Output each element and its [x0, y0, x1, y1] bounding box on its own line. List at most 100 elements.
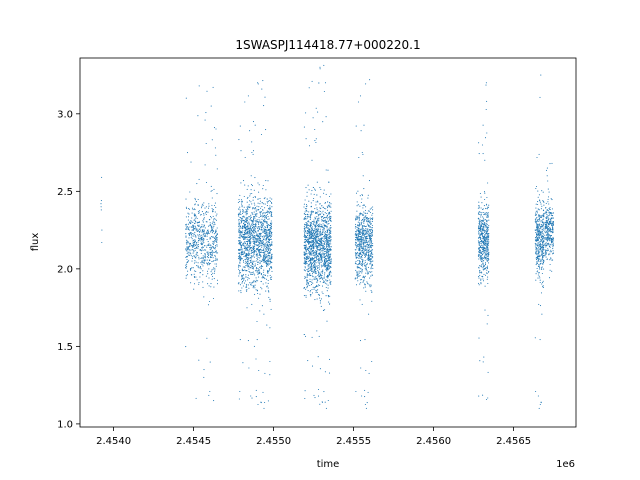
data-point — [362, 214, 364, 216]
data-point — [252, 196, 254, 198]
data-point — [238, 256, 240, 258]
data-point — [248, 287, 250, 289]
data-point — [307, 260, 310, 262]
data-point — [485, 398, 488, 401]
data-point — [187, 254, 189, 256]
data-point — [311, 281, 313, 283]
data-point — [371, 231, 373, 233]
data-point — [185, 277, 187, 279]
data-point — [271, 198, 273, 200]
data-point — [266, 238, 268, 240]
data-point — [211, 236, 213, 238]
data-point — [330, 253, 332, 255]
data-point — [361, 249, 363, 251]
data-point — [322, 231, 324, 233]
data-point — [365, 266, 367, 268]
data-point — [316, 242, 318, 244]
data-point — [248, 257, 250, 260]
data-point — [365, 239, 367, 241]
data-point — [212, 246, 214, 248]
data-point — [265, 253, 267, 255]
data-point — [257, 82, 259, 84]
data-point — [318, 245, 320, 247]
data-point — [307, 230, 309, 232]
data-point — [325, 295, 327, 297]
data-point — [357, 245, 359, 247]
data-point — [320, 277, 322, 279]
data-point — [258, 216, 260, 219]
data-point — [328, 273, 330, 275]
data-point — [195, 236, 197, 238]
data-point — [269, 262, 271, 264]
data-point — [357, 224, 359, 226]
data-point — [304, 224, 306, 226]
data-point — [100, 209, 102, 211]
data-point — [245, 232, 247, 234]
data-point — [190, 234, 193, 236]
data-point — [240, 241, 242, 243]
data-point — [323, 219, 325, 222]
data-point — [209, 244, 211, 246]
data-point — [368, 225, 370, 227]
data-point — [323, 217, 325, 220]
data-point — [303, 203, 305, 205]
data-point — [251, 185, 253, 187]
data-point — [479, 225, 481, 227]
data-point — [265, 214, 267, 216]
data-point — [257, 403, 259, 406]
data-point — [304, 229, 306, 231]
data-point — [370, 250, 372, 252]
data-point — [486, 223, 488, 225]
data-point — [202, 204, 204, 206]
data-point — [359, 233, 361, 236]
data-point — [198, 283, 200, 285]
data-point — [485, 245, 488, 247]
data-point — [207, 243, 209, 245]
data-point — [316, 246, 319, 248]
data-point — [369, 226, 371, 228]
data-point — [357, 275, 359, 277]
data-point — [259, 238, 262, 240]
data-point — [314, 231, 316, 233]
data-point — [204, 212, 207, 214]
data-point — [326, 241, 328, 243]
data-point — [202, 257, 204, 259]
data-point — [240, 246, 242, 248]
data-point — [270, 220, 272, 222]
data-point — [203, 262, 205, 264]
data-point — [267, 262, 269, 265]
data-point — [269, 258, 272, 260]
data-point — [540, 221, 542, 223]
data-point — [536, 230, 538, 232]
data-point — [311, 229, 313, 231]
data-point — [305, 236, 307, 239]
data-point — [483, 227, 485, 229]
data-point — [359, 228, 361, 230]
data-point — [266, 213, 269, 215]
data-point — [200, 268, 202, 270]
data-point — [205, 181, 208, 184]
data-point — [212, 240, 214, 242]
data-point — [305, 246, 307, 248]
data-point — [488, 258, 490, 260]
data-point — [486, 100, 488, 102]
data-point — [481, 259, 483, 261]
data-point — [256, 212, 258, 214]
data-point — [480, 196, 482, 198]
data-point — [215, 235, 217, 237]
data-point — [483, 211, 485, 214]
data-point — [326, 251, 328, 253]
data-point — [539, 305, 542, 307]
data-point — [363, 233, 365, 235]
data-point — [255, 279, 257, 281]
data-point — [209, 257, 211, 259]
data-point — [359, 237, 361, 239]
data-point — [313, 238, 315, 240]
data-point — [261, 218, 263, 220]
data-point — [194, 197, 196, 199]
data-point — [194, 239, 196, 241]
data-point — [357, 280, 359, 282]
data-point — [313, 261, 315, 263]
data-point — [312, 282, 314, 284]
data-point — [265, 242, 267, 244]
